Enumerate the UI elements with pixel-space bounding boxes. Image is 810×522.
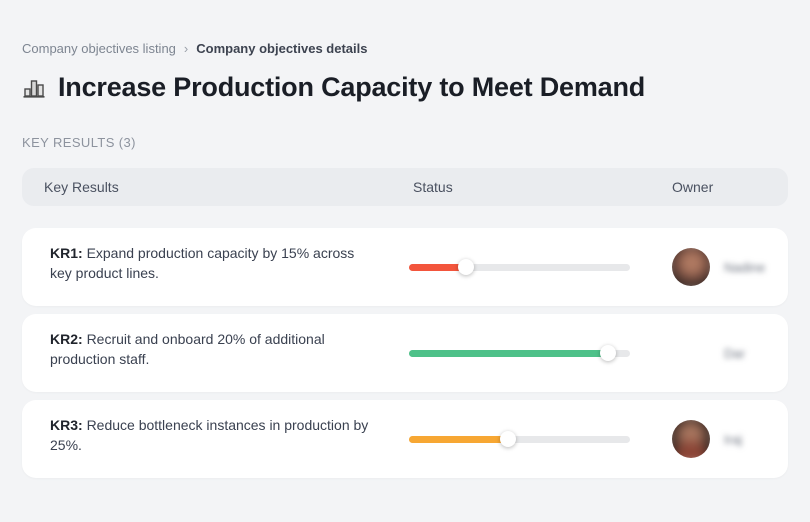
kr-description: KR1: Expand production capacity by 15% a… [50,243,372,283]
kr-id-label: KR1: [50,245,83,261]
slider-thumb[interactable] [500,431,517,447]
progress-slider[interactable] [409,259,630,275]
breadcrumb-objectives-listing[interactable]: Company objectives listing [22,41,176,56]
key-results-count-label: KEY RESULTS (3) [22,135,136,150]
bar-chart-icon [22,76,46,100]
avatar [672,248,710,286]
owner-cell: Dar [672,334,745,372]
table-row[interactable]: KR2: Recruit and onboard 20% of addition… [22,314,788,392]
table-header: Key Results Status Owner [22,168,788,206]
owner-name: Nadine [724,259,766,275]
chevron-right-icon: › [183,41,189,56]
kr-description-text: Reduce bottleneck instances in productio… [50,417,369,453]
avatar [672,334,710,372]
key-results-list: KR1: Expand production capacity by 15% a… [22,228,788,478]
progress-slider[interactable] [409,345,630,361]
owner-name: Iraj [724,431,743,447]
title-row: Increase Production Capacity to Meet Dem… [0,56,810,103]
kr-id-label: KR3: [50,417,83,433]
progress-fill [409,263,467,271]
progress-slider[interactable] [409,431,630,447]
breadcrumb: Company objectives listing › Company obj… [0,0,810,56]
slider-thumb[interactable] [599,345,616,361]
column-header-owner: Owner [672,179,714,195]
column-header-key-results: Key Results [44,179,119,195]
kr-description: KR2: Recruit and onboard 20% of addition… [50,329,372,369]
owner-name: Dar [724,345,745,361]
slider-thumb[interactable] [458,259,475,275]
progress-fill [409,349,608,357]
progress-track [409,435,630,443]
progress-track [409,263,630,271]
kr-description: KR3: Reduce bottleneck instances in prod… [50,415,372,455]
avatar [672,420,710,458]
table-row[interactable]: KR3: Reduce bottleneck instances in prod… [22,400,788,478]
page-title: Increase Production Capacity to Meet Dem… [58,72,646,102]
column-header-status: Status [413,179,453,195]
kr-description-text: Recruit and onboard 20% of additional pr… [50,331,325,367]
breadcrumb-objectives-details[interactable]: Company objectives details [196,41,368,56]
kr-description-text: Expand production capacity by 15% across… [50,245,355,281]
owner-cell: Iraj [672,420,742,458]
kr-id-label: KR2: [50,331,83,347]
owner-cell: Nadine [672,248,765,286]
progress-fill [409,435,509,443]
table-row[interactable]: KR1: Expand production capacity by 15% a… [22,228,788,306]
